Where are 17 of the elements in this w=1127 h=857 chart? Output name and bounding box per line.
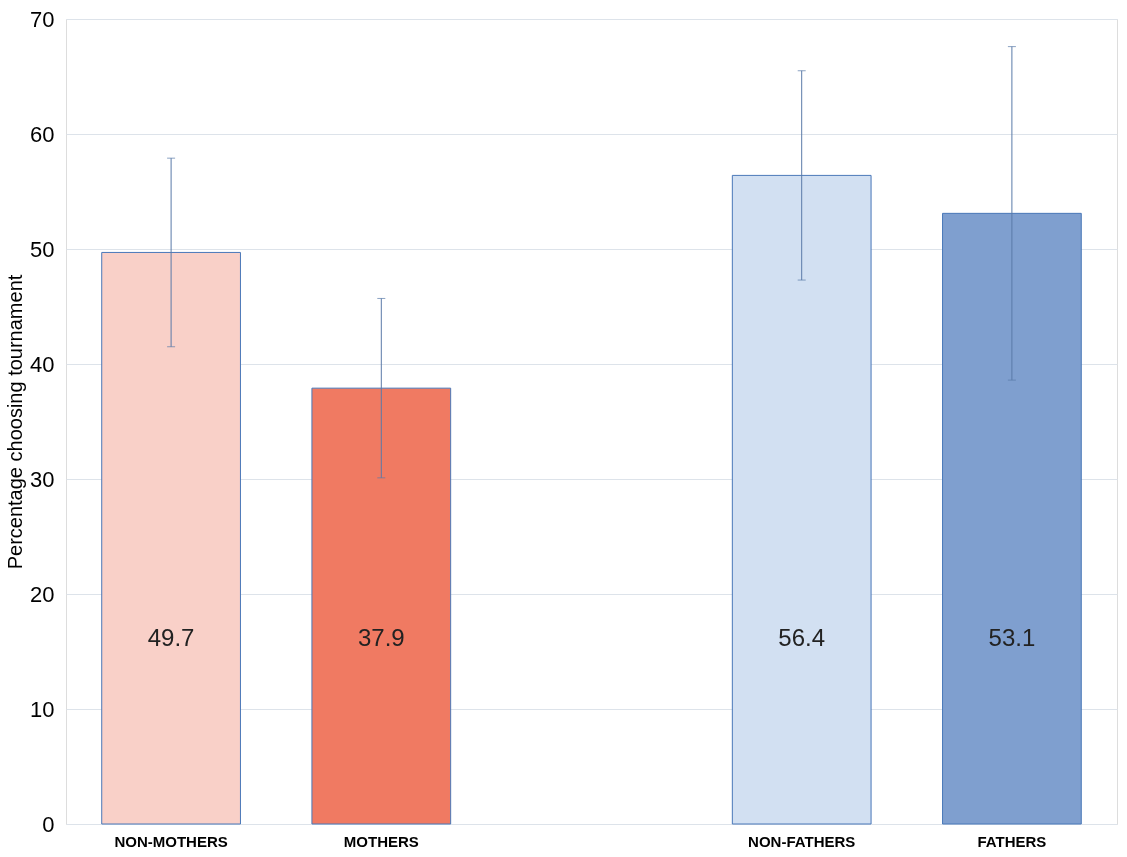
data-label: 53.1 <box>988 624 1036 651</box>
x-tick-label: NON-MOTHERS <box>114 832 228 850</box>
x-tick-label: NON-FATHERS <box>748 832 856 850</box>
data-label: 49.7 <box>147 624 195 651</box>
x-tick-label: FATHERS <box>977 832 1047 850</box>
y-tick-label: 30 <box>30 466 55 492</box>
y-tick-label: 0 <box>42 811 55 837</box>
y-tick-label: 70 <box>30 6 55 32</box>
data-label: 37.9 <box>357 624 405 651</box>
y-tick-label: 40 <box>30 351 55 377</box>
y-tick-label: 50 <box>30 236 55 262</box>
y-tick-label: 60 <box>30 121 55 147</box>
y-tick-label: 10 <box>30 696 55 722</box>
y-tick-label: 20 <box>30 581 55 607</box>
data-label: 56.4 <box>778 624 826 651</box>
x-tick-label: MOTHERS <box>343 832 419 850</box>
y-axis-title: Percentage choosing tournament <box>4 274 27 570</box>
